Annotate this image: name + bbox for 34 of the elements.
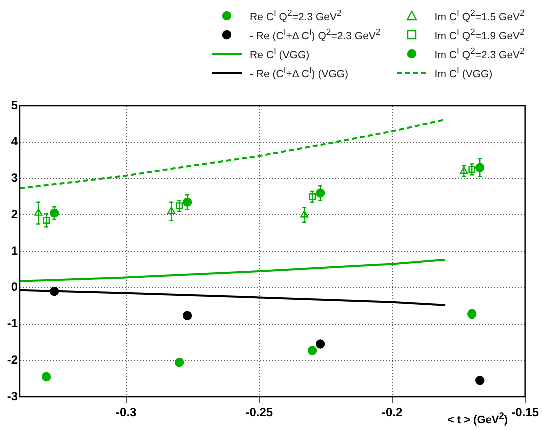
x-tick-label: -0.15 [512, 406, 540, 420]
point [300, 210, 309, 218]
legend-label: Im C$^{I}$ Q$^{2}$=1.5 GeV$^{2}$ [434, 8, 525, 24]
y-tick-label: 2 [11, 207, 18, 222]
x-tick-label: -0.3 [116, 406, 138, 420]
point [43, 217, 50, 224]
legend-label: Re C$^{I}$ (VGG) [250, 46, 310, 62]
y-tick-label: 4 [11, 134, 18, 149]
point [168, 206, 176, 214]
y-tick-label: 5 [11, 98, 18, 112]
point [182, 311, 192, 320]
point [468, 166, 476, 174]
y-tick-label: -1 [7, 316, 18, 331]
y-tick-label: 0 [11, 280, 18, 294]
legend-label: - Re (C$^{I}$+Δ C$^{I}$) Q$^{2}$=2.3 GeV$^{2}$ [250, 26, 381, 42]
y-tick-label: 3 [11, 171, 18, 186]
point [50, 286, 60, 296]
legend-label: Re C$^{I}$ Q$^{2}$=2.3 GeV$^{2}$ [250, 8, 342, 24]
point [476, 376, 485, 386]
y-tick-label: -3 [7, 389, 18, 404]
legend-label: - Re (C$^{I}$+Δ C$^{I}$) (VGG) [250, 64, 349, 80]
x-tick-label: -0.25 [246, 406, 274, 420]
point [316, 340, 326, 349]
point [309, 194, 316, 200]
legend-label: Im C$^{I}$ (VGG) [434, 64, 493, 80]
x-tick-label: -0.2 [382, 406, 404, 420]
point [176, 202, 184, 210]
legend-label: Im C$^{I}$ Q$^{2}$=2.3 GeV$^{2}$ [434, 46, 525, 62]
y-tick-label: -2 [7, 352, 18, 367]
point [34, 208, 43, 216]
y-tick-label: 1 [11, 244, 18, 258]
x-axis-title: < t > (GeV$^{2}$) [448, 410, 508, 428]
legend-label: Im C$^{I}$ Q$^{2}$=1.9 GeV$^{2}$ [434, 26, 525, 42]
point [460, 166, 468, 174]
